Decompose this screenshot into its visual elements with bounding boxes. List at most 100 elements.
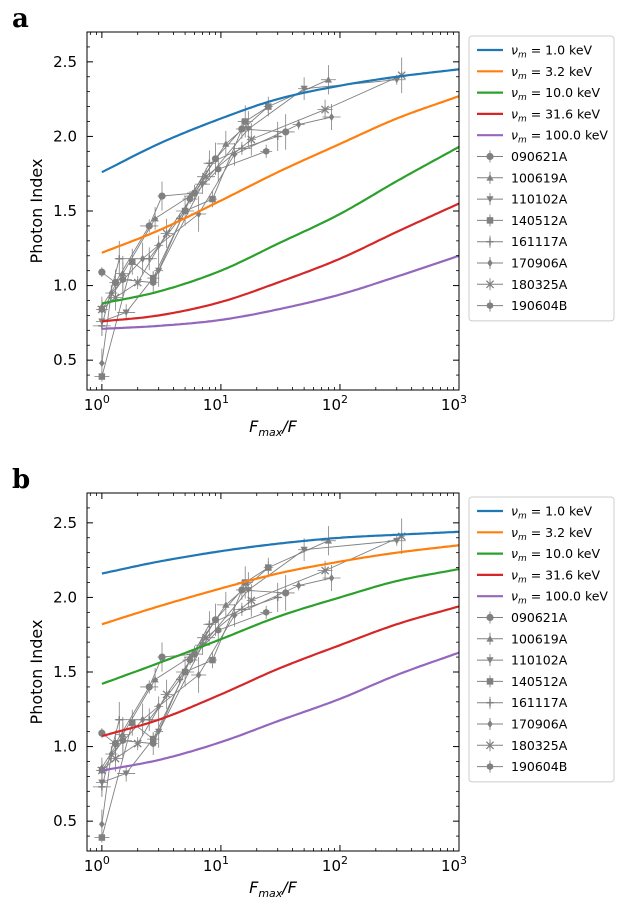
y-tick-label: 2.5: [53, 514, 77, 532]
marker-triangle-down: [122, 309, 130, 317]
marker-triangle-down: [244, 126, 252, 133]
grb-line: [101, 79, 397, 322]
grb-series-190604B: [95, 605, 273, 781]
grb-series-100619A: [97, 65, 336, 317]
x-tick-label: 100: [84, 854, 110, 875]
grb-line: [101, 611, 267, 771]
marker-diamond: [295, 581, 302, 590]
y-tick-label: 1.0: [53, 277, 77, 295]
marker-circle: [145, 683, 153, 691]
marker-diamond: [139, 715, 146, 724]
legend-label: νm = 1.0 keV: [511, 43, 593, 61]
y-tick-label: 0.5: [53, 351, 77, 369]
marker-square: [265, 103, 272, 110]
grb-line: [101, 567, 269, 838]
y-tick-label: 2.5: [53, 53, 77, 71]
marker-triangle-up: [151, 214, 159, 222]
model-line-3: [101, 605, 459, 738]
grb-series-170906A: [98, 565, 341, 839]
marker-square: [129, 719, 136, 726]
grb-line: [101, 540, 397, 783]
legend-label: 161117A: [511, 695, 568, 710]
legend-label: 090621A: [511, 149, 568, 164]
legend-label: 100619A: [511, 170, 568, 185]
marker-hexagon: [119, 737, 126, 745]
marker-square: [209, 656, 216, 664]
marker-triangle-up: [486, 635, 494, 642]
marker-triangle-down: [300, 546, 308, 554]
marker-hexagon: [486, 302, 494, 310]
panel-a: a 0.5 1.0 1.5 2.0 2.5 100 101 102 103 Fmax/F Photo…: [12, 4, 615, 439]
plot-area: [92, 518, 459, 843]
model-line-1: [101, 544, 459, 626]
legend-label: νm = 3.2 keV: [511, 64, 593, 82]
marker-diamond: [195, 671, 202, 679]
marker-triangle-down: [198, 181, 207, 188]
marker-square: [129, 258, 136, 265]
legend-label: 180325A: [511, 277, 568, 292]
legend-label: 140512A: [511, 674, 568, 689]
x-axis-label: Fmax/F: [249, 878, 298, 900]
marker-hexagon: [98, 305, 105, 314]
legend-label: 190604B: [511, 759, 567, 774]
marker-diamond: [487, 259, 493, 267]
marker-triangle-up: [324, 537, 333, 544]
marker-triangle-up: [486, 174, 494, 181]
y-axis-label: Photon Index: [27, 159, 46, 264]
legend-label: 190604B: [511, 298, 567, 313]
grb-line: [101, 74, 402, 310]
legend-label: νm = 3.2 keV: [511, 525, 593, 543]
grb-line: [101, 535, 402, 771]
grb-series-110102A: [95, 74, 406, 336]
x-tick-exponent: 3: [460, 854, 467, 867]
marker-diamond: [328, 574, 335, 582]
grb-series-110102A: [95, 535, 406, 797]
legend-label: νm = 10.0 keV: [511, 546, 600, 564]
marker-square: [486, 678, 494, 685]
x-tick-label: 102: [322, 393, 348, 414]
marker-hexagon: [186, 656, 194, 664]
grb-line: [101, 116, 332, 364]
grb-series-190604B: [95, 144, 273, 320]
marker-diamond: [139, 254, 146, 263]
x-tick-exponent: 0: [103, 393, 110, 406]
grb-line: [101, 577, 332, 825]
marker-hexagon: [263, 608, 270, 616]
model-line-2: [101, 568, 459, 685]
marker-circle: [145, 222, 153, 230]
legend-label: 140512A: [511, 213, 568, 228]
marker-hexagon: [150, 279, 157, 287]
legend-label: νm = 100.0 keV: [511, 128, 608, 146]
marker-circle: [158, 653, 166, 661]
y-tick-label: 0.5: [53, 812, 77, 830]
legend-label: νm = 1.0 keV: [511, 504, 593, 522]
marker-triangle-down: [300, 85, 308, 93]
legend-label: νm = 100.0 keV: [511, 589, 608, 607]
grb-series-170906A: [98, 104, 341, 378]
y-tick-label: 1.0: [53, 738, 77, 756]
x-tick-exponent: 1: [222, 854, 229, 867]
grb-series-140512A: [94, 557, 272, 843]
panel-letter: a: [12, 4, 29, 34]
grb-series-180325A: [97, 518, 406, 776]
legend: νm = 1.0 keV νm = 3.2 keV νm = 10.0 keV νm …: [468, 35, 615, 322]
marker-square: [209, 195, 216, 203]
marker-circle: [98, 268, 106, 276]
x-tick-label: 101: [203, 393, 229, 414]
y-tick-label: 2.0: [53, 127, 77, 145]
marker-hexagon: [186, 195, 194, 203]
grb-line: [101, 150, 267, 310]
model-line-2: [101, 145, 459, 305]
marker-triangle-up: [222, 601, 230, 608]
x-tick-label: 103: [441, 393, 467, 414]
x-tick-label: 100: [84, 393, 110, 414]
marker-hexagon: [486, 763, 494, 771]
marker-circle: [486, 152, 494, 161]
legend-label: 180325A: [511, 738, 568, 753]
grb-series-090621A: [98, 114, 295, 296]
y-ticks: 0.5 1.0 1.5 2.0 2.5: [53, 46, 459, 376]
grb-series-100619A: [97, 526, 336, 778]
marker-hexagon: [150, 740, 157, 748]
